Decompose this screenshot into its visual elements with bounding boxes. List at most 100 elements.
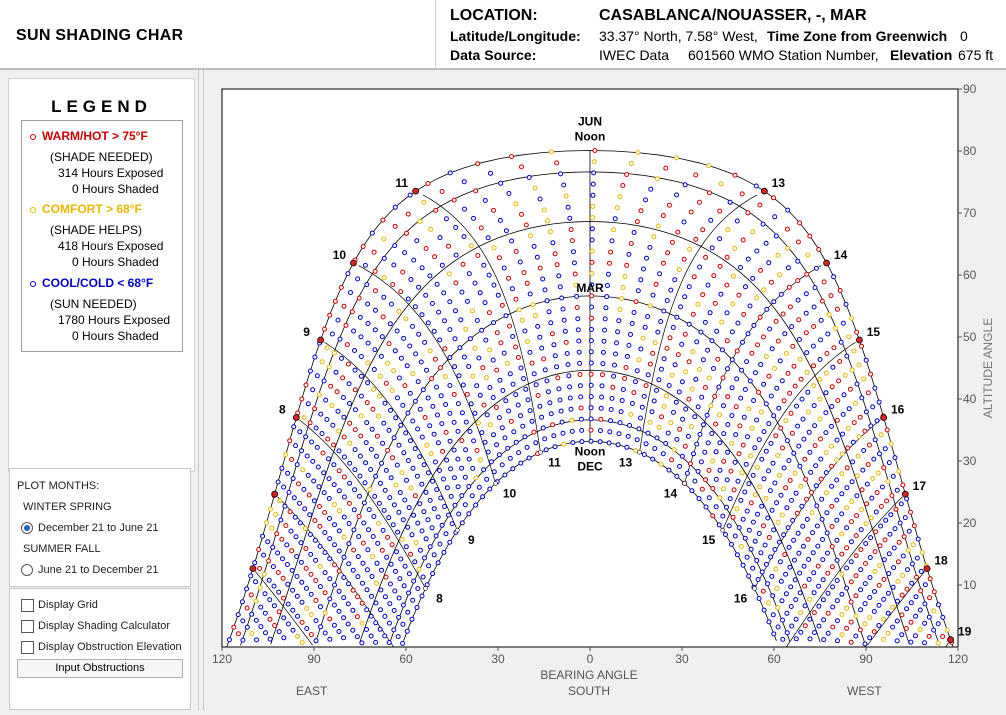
x-tick-label: 60 [399, 652, 413, 666]
sun-position-dot [896, 468, 902, 474]
sun-position-dot [280, 556, 285, 562]
sun-position-dot [380, 217, 386, 223]
sun-position-dot [693, 236, 699, 242]
sun-position-dot [817, 396, 823, 402]
sun-position-dot [554, 364, 560, 370]
sun-position-dot [460, 261, 466, 267]
jun-noon-label: Noon [575, 130, 606, 144]
sun-position-dot [754, 295, 760, 301]
shading-calculator-checkbox[interactable] [21, 620, 34, 633]
sun-position-dot [354, 634, 360, 640]
display-grid-label[interactable]: Display Grid [38, 599, 98, 611]
sun-position-dot [345, 601, 351, 607]
sun-position-dot [824, 510, 830, 516]
sun-position-dot [780, 445, 785, 451]
sun-position-dot [615, 329, 621, 335]
sun-position-dot [763, 495, 769, 501]
sun-position-dot [578, 394, 584, 400]
summer-fall-radio[interactable] [21, 564, 33, 576]
sun-position-dot [911, 523, 917, 529]
winter-spring-radio[interactable] [21, 522, 33, 534]
sun-position-dot [421, 199, 427, 205]
winter-spring-option[interactable]: December 21 to June 21 [38, 522, 159, 534]
legend-title: LEGEND [51, 97, 152, 116]
sun-position-dot [358, 334, 364, 340]
sun-position-dot [661, 356, 667, 362]
sun-position-dot [497, 217, 503, 223]
sun-position-dot [341, 575, 347, 580]
sun-position-dot [777, 272, 783, 278]
sun-position-dot [734, 218, 740, 224]
sun-position-dot [350, 627, 356, 633]
source-value: IWEC Data [599, 47, 670, 63]
sun-position-dot [636, 426, 642, 432]
legend-comfort-note: (SHADE HELPS) [50, 223, 143, 237]
sun-position-dot [576, 338, 582, 344]
sun-position-dot [436, 309, 442, 315]
sun-position-dot [384, 554, 390, 560]
sun-position-dot [399, 470, 405, 476]
sun-position-dot [729, 357, 735, 363]
sun-position-dot [308, 612, 314, 617]
sun-position-dot [425, 395, 431, 401]
sun-position-dot [374, 433, 380, 439]
sun-position-dot [850, 459, 856, 465]
sun-position-dot [768, 554, 774, 560]
sun-position-dot [769, 573, 775, 579]
sun-position-dot [634, 368, 640, 374]
sun-position-dot [844, 525, 850, 531]
sun-position-dot [786, 284, 792, 290]
sun-position-dot [729, 440, 735, 446]
sun-position-dot [729, 413, 735, 419]
sun-position-dot [767, 326, 773, 332]
sun-position-dot [294, 462, 300, 468]
sun-position-dot [699, 394, 705, 400]
chart-panel: 8 9 10 11 13 14 15 16 17 18 19 8 9 10 11 13 14 15 16 JUN Noo… [203, 70, 1006, 710]
sun-position-dot [703, 477, 709, 483]
sun-position-dot [798, 629, 804, 635]
winter-hour-label: 13 [619, 455, 633, 469]
sun-position-dot [729, 329, 735, 335]
sun-position-dot [480, 365, 486, 371]
sun-position-dot [358, 393, 364, 399]
obstruction-elevation-checkbox[interactable] [21, 641, 34, 654]
sun-position-dot [376, 520, 381, 526]
sun-position-dot [872, 589, 877, 594]
sun-position-dot [308, 591, 314, 597]
sun-position-dot [735, 320, 741, 326]
sun-position-dot [724, 282, 730, 288]
sun-position-dot [834, 437, 840, 443]
display-grid-checkbox[interactable] [21, 599, 34, 612]
sun-position-dot [291, 424, 297, 430]
sun-position-dot [546, 309, 552, 315]
hour-line-9 [324, 342, 458, 531]
sun-position-dot [836, 378, 842, 384]
sun-position-dot [356, 513, 362, 519]
sun-position-dot [825, 570, 831, 576]
sun-position-dot [691, 274, 697, 280]
shading-calculator-label[interactable]: Display Shading Calculator [38, 620, 171, 632]
sun-position-dot [461, 354, 467, 360]
sun-position-dot [425, 181, 431, 186]
sun-position-dot [695, 404, 701, 410]
sun-position-dot [363, 460, 369, 466]
sun-position-dot [689, 386, 695, 392]
sun-position-dot [758, 267, 763, 273]
sun-position-dot [725, 366, 730, 372]
sun-position-dot [802, 583, 808, 589]
sun-position-dot [495, 292, 501, 298]
obstruction-elevation-label[interactable]: Display Obstruction Elevation [38, 641, 182, 653]
sun-position-dot [543, 447, 549, 453]
sun-position-dot [472, 345, 478, 351]
sun-position-dot [419, 312, 425, 318]
summer-fall-option[interactable]: June 21 to December 21 [38, 564, 159, 576]
sun-position-dot [914, 574, 919, 580]
sun-position-dot [608, 418, 613, 424]
winter-hour-mark [455, 527, 460, 533]
sun-position-dot [796, 317, 802, 323]
sun-position-dot [640, 335, 646, 341]
input-obstructions-button[interactable]: Input Obstructions [17, 659, 183, 678]
location-label: LOCATION: [450, 7, 538, 24]
sun-position-dot [416, 566, 422, 572]
sun-position-dot [267, 636, 273, 642]
